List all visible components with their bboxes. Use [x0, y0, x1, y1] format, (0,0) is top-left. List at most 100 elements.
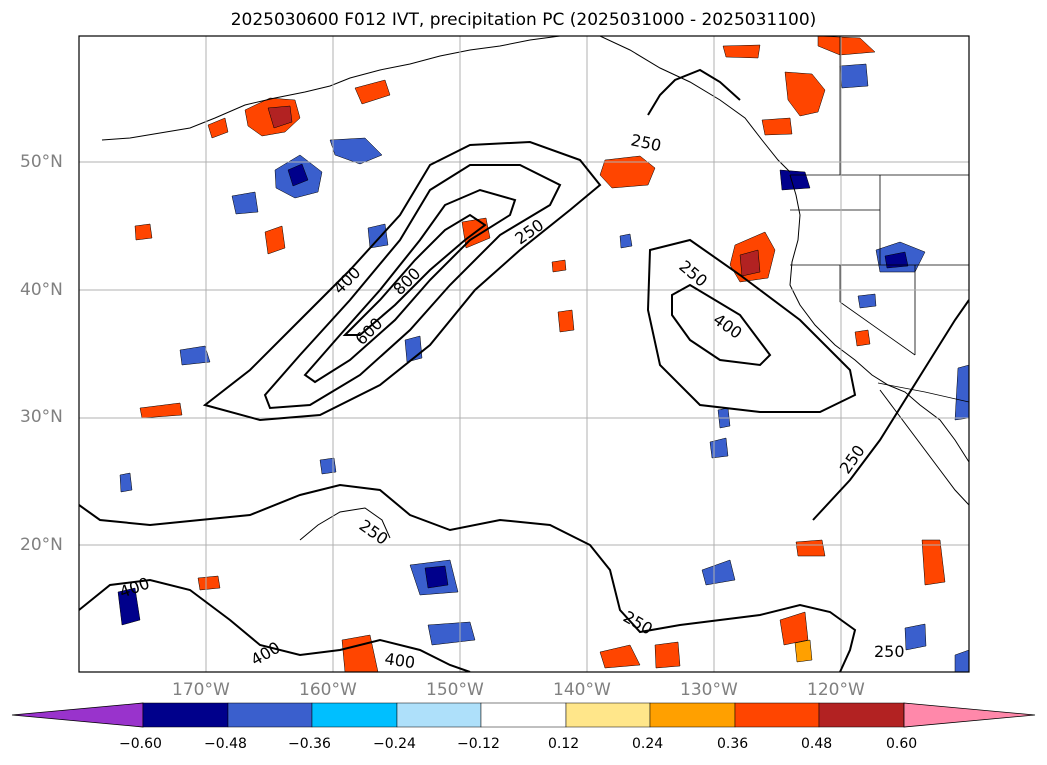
colorbar-tick: −0.12	[457, 736, 500, 752]
precip-anomaly-layer	[117, 36, 969, 672]
precip-patch	[551, 259, 567, 273]
colorbar-tick: 0.36	[717, 736, 749, 752]
contour-label-400: 400	[117, 573, 152, 601]
lon-label-160w: 160°W	[299, 680, 357, 700]
border-layer	[790, 36, 969, 403]
precip-patch	[264, 225, 286, 255]
mexico-baja-coast	[879, 389, 969, 506]
colorbar-bin	[734, 702, 820, 728]
colorbar-over-extension	[903, 702, 1036, 728]
gridlines	[79, 36, 969, 672]
precip-patch	[599, 644, 641, 669]
lat-label-20n: 20°N	[20, 535, 63, 555]
precip-patch	[119, 472, 133, 493]
precip-patch	[179, 345, 211, 366]
lat-label-40n: 40°N	[20, 280, 63, 300]
precip-patch	[207, 117, 229, 139]
lat-label-50n: 50°N	[20, 152, 63, 172]
colorbar-bin	[311, 702, 398, 728]
map-title: 2025030600 F012 IVT, precipitation PC (2…	[230, 10, 817, 30]
precip-patch	[857, 293, 877, 309]
pacific-islands	[299, 507, 391, 541]
precip-patch	[329, 137, 383, 165]
lon-label-170w: 170°W	[172, 680, 230, 700]
precip-patch	[427, 621, 476, 646]
british-columbia-coast	[789, 174, 969, 463]
precip-patch	[795, 539, 826, 557]
contour-label-250: 250	[511, 215, 547, 248]
colorbar-tick: 0.60	[886, 736, 918, 752]
precip-patch	[839, 63, 869, 89]
ivt-contour-250-north	[647, 68, 741, 116]
contour-label-250: 250	[874, 642, 905, 661]
precip-patch	[319, 457, 337, 475]
precip-patch	[954, 649, 969, 672]
colorbar-bin	[396, 702, 482, 728]
precip-patch	[954, 364, 969, 421]
ivt-contour-600-main	[303, 188, 517, 384]
precip-patch	[709, 437, 729, 459]
colorbar-tick: −0.48	[204, 736, 247, 752]
precip-positive-patches	[134, 36, 946, 672]
contour-label-250: 250	[629, 130, 663, 155]
coastline-layer	[101, 36, 969, 541]
precip-patch	[599, 155, 656, 189]
contour-label-400: 400	[383, 649, 416, 672]
ivt-contour-layer	[79, 68, 969, 672]
precip-patch	[139, 402, 183, 419]
colorbar-tick: 0.48	[801, 736, 833, 752]
precip-patch	[784, 71, 826, 117]
precip-patch	[904, 623, 927, 651]
colorbar-bin	[142, 702, 229, 728]
ivt-contour-400-east	[671, 283, 772, 367]
precip-negative-patches	[117, 63, 969, 672]
colorbar-tick: −0.60	[119, 736, 162, 752]
ivt-contour-250-main	[202, 140, 602, 422]
precip-patch	[557, 309, 575, 333]
colorbar-tick: 0.24	[632, 736, 664, 752]
precip-patch	[921, 539, 946, 586]
ivt-contour-800-main	[342, 213, 487, 336]
precip-patch	[884, 251, 909, 269]
lat-label-30n: 30°N	[20, 407, 63, 427]
lon-label-150w: 150°W	[426, 680, 484, 700]
precip-patch	[134, 223, 153, 241]
colorbar-bin	[227, 702, 313, 728]
precip-patch	[701, 559, 736, 586]
lon-label-130w: 130°W	[680, 680, 738, 700]
precip-patch	[424, 565, 449, 589]
colorbar-bin	[480, 702, 567, 728]
precip-patch	[722, 44, 761, 59]
precip-patch	[654, 641, 681, 669]
contour-label-400: 400	[329, 263, 364, 298]
colorbar-bin	[565, 702, 651, 728]
colorbar-bin	[818, 702, 905, 728]
ivt-contour-250-coast	[812, 299, 969, 521]
alaska-coast-south	[599, 36, 791, 173]
map-frame	[78, 35, 970, 673]
contour-label-250: 250	[620, 607, 656, 639]
precip-patch	[267, 105, 293, 129]
precip-patch	[197, 575, 221, 591]
precip-patch	[779, 169, 811, 191]
ivt-contour-400-main	[263, 164, 562, 410]
colorbar	[11, 702, 1036, 728]
colorbar-tick: 0.12	[548, 736, 580, 752]
alaska-aleutian-coast	[101, 36, 561, 141]
precip-patch	[117, 587, 141, 626]
precip-patch	[794, 639, 813, 663]
ivt-contour-250-south	[79, 483, 857, 672]
contour-label-600: 600	[351, 314, 386, 349]
precip-patch	[231, 191, 259, 215]
precip-patch	[854, 329, 871, 347]
precip-patch	[817, 36, 876, 56]
precip-patch	[619, 233, 633, 249]
precip-patch	[739, 249, 761, 277]
us-state-border	[839, 301, 916, 356]
contour-label-400: 400	[248, 638, 284, 670]
precip-patch	[761, 117, 793, 136]
colorbar-under-extension	[11, 702, 144, 728]
ivt-contour-250-east	[646, 238, 857, 413]
lon-label-140w: 140°W	[553, 680, 611, 700]
